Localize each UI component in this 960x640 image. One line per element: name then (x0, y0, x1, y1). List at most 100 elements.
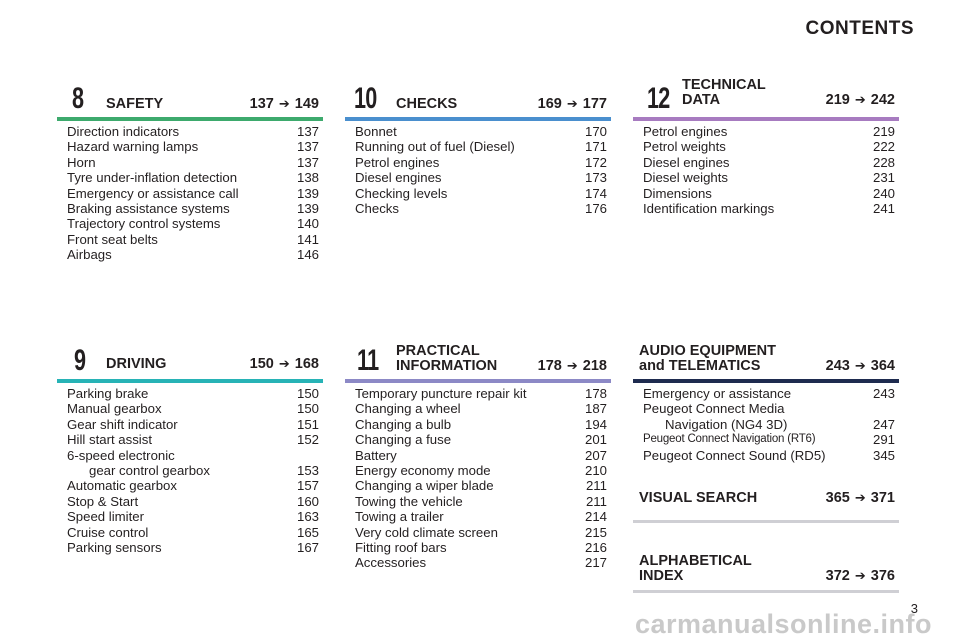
entry-label: Diesel engines (355, 170, 442, 186)
toc-entry[interactable]: Gear shift indicator 151 (67, 417, 319, 432)
toc-entry[interactable]: Hazard warning lamps 137 (67, 139, 319, 154)
entry-page-number: 240 (872, 185, 895, 201)
entry-label: Running out of fuel (Diesel) (355, 139, 515, 155)
entry-page-number: 172 (584, 154, 607, 170)
toc-entry[interactable]: Trajectory control systems 140 (67, 216, 319, 231)
toc-entry[interactable]: Peugeot Connect Sound (RD5) 345 (643, 448, 895, 463)
toc-entry[interactable]: 6-speed electronic (67, 448, 319, 463)
section-practical-information: 11 PRACTICAL INFORMATION 178 ➔ 218 Tempo… (345, 338, 611, 571)
page-title: CONTENTS (805, 18, 914, 39)
entry-label: Bonnet (355, 124, 397, 139)
entry-page-number: 150 (296, 401, 319, 417)
entry-label: Navigation (NG4 3D) (665, 416, 788, 432)
section-title: VISUAL SEARCH (639, 490, 758, 506)
entry-page-number: 222 (872, 139, 895, 155)
toc-entry[interactable]: Checks 176 (355, 201, 607, 216)
entry-label: Towing a trailer (355, 509, 444, 525)
toc-entry[interactable]: Petrol engines 219 (643, 124, 895, 139)
toc-entry[interactable]: Horn 137 (67, 155, 319, 170)
section-color-bar (633, 117, 899, 121)
toc-entry[interactable]: Navigation (NG4 3D) 247 (643, 417, 895, 432)
toc-entry[interactable]: Diesel engines 173 (355, 170, 607, 185)
toc-entry[interactable]: Accessories 217 (355, 555, 607, 570)
toc-entry[interactable]: Peugeot Connect Navigation (RT6) 291 (643, 432, 895, 447)
entry-label: Accessories (355, 555, 427, 571)
entry-label: Changing a wheel (355, 401, 461, 417)
toc-entry[interactable]: Emergency or assistance call 139 (67, 186, 319, 201)
entry-label: Peugeot Connect Navigation (RT6) (643, 433, 816, 446)
entry-page-number: 173 (584, 170, 607, 186)
page-range: 150 ➔ 168 (249, 356, 319, 372)
toc-entry[interactable]: Hill start assist 152 (67, 432, 319, 447)
toc-entry[interactable]: Towing a trailer 214 (355, 509, 607, 524)
arrow-right-icon: ➔ (566, 96, 578, 111)
toc-entry[interactable]: Energy economy mode 210 (355, 463, 607, 478)
toc-entry[interactable]: Changing a fuse 201 (355, 432, 607, 447)
toc-entry[interactable]: Speed limiter 163 (67, 509, 319, 524)
toc-entry[interactable]: Front seat belts 141 (67, 232, 319, 247)
entry-list: Petrol engines 219 Petrol weights 222 Diesel… (633, 124, 899, 216)
entry-page-number: 171 (584, 139, 607, 155)
toc-entry[interactable]: Checking levels 174 (355, 186, 607, 201)
toc-entry[interactable]: Emergency or assistance 243 (643, 386, 895, 401)
toc-entry[interactable]: Cruise control 165 (67, 525, 319, 540)
page-range: 372 ➔ 376 (825, 568, 895, 584)
toc-entry[interactable]: Manual gearbox 150 (67, 401, 319, 416)
entry-page-number: 219 (872, 124, 895, 139)
toc-entry[interactable]: Bonnet 170 (355, 124, 607, 139)
toc-entry[interactable]: Airbags 146 (67, 247, 319, 262)
toc-entry[interactable]: Petrol weights 222 (643, 139, 895, 154)
toc-entry[interactable]: Temporary puncture repair kit 178 (355, 386, 607, 401)
entry-label: Energy economy mode (355, 463, 491, 479)
toc-entry[interactable]: Direction indicators 137 (67, 124, 319, 139)
page-range: 243 ➔ 364 (825, 358, 895, 374)
toc-entry[interactable]: Running out of fuel (Diesel) 171 (355, 139, 607, 154)
entry-page-number: 217 (584, 555, 607, 571)
toc-entry[interactable]: Peugeot Connect Media (643, 401, 895, 416)
toc-entry[interactable]: Braking assistance systems 139 (67, 201, 319, 216)
toc-entry[interactable]: Changing a wheel 187 (355, 401, 607, 416)
toc-entry[interactable]: Tyre under-inflation detection 138 (67, 170, 319, 185)
entry-page-number: 170 (584, 124, 607, 139)
section-divider (633, 520, 899, 523)
toc-entry[interactable]: Automatic gearbox 157 (67, 478, 319, 493)
toc-entry[interactable]: Petrol engines 172 (355, 155, 607, 170)
section-title: SAFETY (106, 96, 164, 112)
section-header: 12 TECHNICAL DATA 219 ➔ 242 (633, 76, 899, 116)
arrow-right-icon: ➔ (854, 358, 866, 373)
toc-entry[interactable]: Battery 207 (355, 448, 607, 463)
toc-entry[interactable]: Dimensions 240 (643, 186, 895, 201)
toc-entry[interactable]: Stop & Start 160 (67, 494, 319, 509)
entry-label: Diesel engines (643, 154, 730, 170)
entry-page-number: 138 (296, 170, 319, 186)
section-title: PRACTICAL INFORMATION (396, 343, 498, 374)
arrow-right-icon: ➔ (854, 92, 866, 107)
entry-label: Dimensions (643, 185, 712, 201)
toc-entry[interactable]: Towing the vehicle 211 (355, 494, 607, 509)
toc-entry[interactable]: Diesel engines 228 (643, 155, 895, 170)
toc-entry[interactable]: Fitting roof bars 216 (355, 540, 607, 555)
entry-label: Battery (355, 447, 397, 463)
toc-entry[interactable]: Parking brake 150 (67, 386, 319, 401)
entry-label: Stop & Start (67, 493, 139, 509)
toc-entry[interactable]: gear control gearbox 153 (67, 463, 319, 478)
section-safety: 8 SAFETY 137 ➔ 149 Direction indicators 1… (57, 76, 323, 263)
toc-entry[interactable]: Diesel weights 231 (643, 170, 895, 185)
entry-page-number: 139 (296, 201, 319, 217)
entry-page-number: 214 (584, 509, 607, 525)
entry-page-number: 137 (296, 124, 319, 139)
toc-entry[interactable]: Parking sensors 167 (67, 540, 319, 555)
toc-entry[interactable]: Identification markings 241 (643, 201, 895, 216)
entry-page-number: 139 (296, 185, 319, 201)
toc-entry[interactable]: Changing a wiper blade 211 (355, 478, 607, 493)
entry-label: Direction indicators (67, 124, 180, 139)
entry-page-number: 174 (584, 185, 607, 201)
toc-entry[interactable]: Changing a bulb 194 (355, 417, 607, 432)
entry-label: Emergency or assistance call (67, 185, 239, 201)
entry-label: Gear shift indicator (67, 416, 178, 432)
entry-page-number: 157 (296, 478, 319, 494)
entry-label: Braking assistance systems (67, 201, 230, 217)
section-visual-search: VISUAL SEARCH 365 ➔ 371 (633, 482, 899, 523)
entry-page-number: 211 (585, 478, 607, 494)
toc-entry[interactable]: Very cold climate screen 215 (355, 525, 607, 540)
